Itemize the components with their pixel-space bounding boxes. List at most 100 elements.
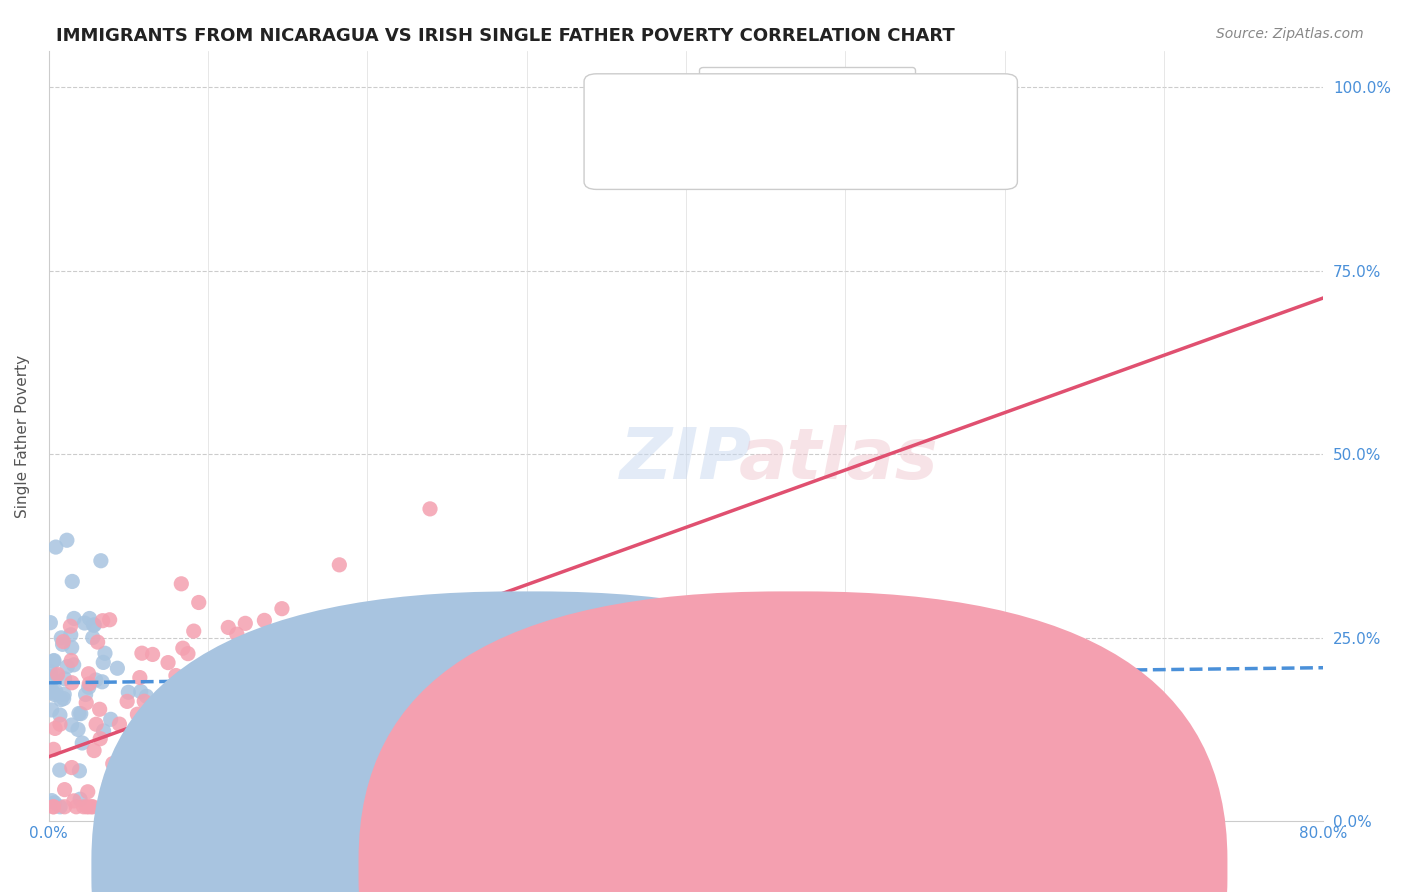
Text: Irish: Irish (827, 859, 860, 874)
Point (271, 601, 294, 615)
Point (160, 783, 183, 797)
Point (45, 684, 67, 698)
Point (62, 657, 84, 672)
Point (225, 627, 247, 641)
Point (101, 756, 124, 771)
Point (98, 777, 121, 791)
Point (165, 668, 187, 682)
Point (77, 680, 100, 694)
Point (60, 640, 83, 655)
Point (104, 799, 127, 814)
Point (128, 671, 150, 685)
Point (142, 708, 165, 723)
Point (90, 554, 112, 568)
Point (91, 656, 114, 670)
Point (177, 647, 200, 661)
Point (42, 654, 65, 668)
Point (406, 597, 429, 611)
Point (41, 684, 63, 698)
Point (352, 612, 374, 626)
Point (52, 634, 75, 648)
Point (83, 618, 105, 632)
Point (307, 616, 329, 631)
Point (82, 799, 104, 814)
Point (285, 690, 308, 705)
Point (89, 731, 111, 746)
Point (150, 717, 173, 731)
Point (80, 799, 103, 814)
Point (142, 759, 165, 773)
Point (44, 722, 66, 736)
Point (53, 782, 76, 797)
Point (86, 635, 108, 649)
Point (49, 692, 72, 706)
Point (76, 799, 98, 814)
Point (280, 759, 302, 773)
Text: IMMIGRANTS FROM NICARAGUA VS IRISH SINGLE FATHER POVERTY CORRELATION CHART: IMMIGRANTS FROM NICARAGUA VS IRISH SINGL… (56, 27, 955, 45)
Point (121, 799, 143, 814)
Point (75, 696, 97, 710)
Point (82, 631, 104, 645)
Point (44, 688, 66, 702)
Point (233, 616, 256, 631)
Point (225, 699, 247, 714)
Point (77, 799, 100, 814)
Point (49, 717, 72, 731)
Point (46, 667, 69, 681)
Point (127, 707, 149, 722)
Point (157, 656, 180, 670)
Point (69, 792, 91, 806)
Point (232, 785, 254, 799)
Point (63, 794, 86, 808)
Point (53, 799, 76, 814)
Point (42, 654, 65, 668)
Point (60, 574, 83, 589)
Point (228, 799, 250, 814)
Point (129, 723, 152, 738)
Point (163, 693, 186, 707)
Point (49, 799, 72, 814)
Point (60, 760, 83, 774)
Point (170, 576, 193, 591)
Point (321, 777, 343, 791)
Point (188, 714, 211, 728)
Point (53, 672, 76, 686)
Point (105, 661, 128, 675)
Text: Immigrants from Nicaragua: Immigrants from Nicaragua (485, 859, 696, 874)
Point (84, 673, 107, 687)
Point (51, 631, 73, 645)
Point (73, 615, 96, 630)
Point (63, 611, 86, 625)
Point (134, 694, 156, 708)
Point (135, 690, 157, 704)
Point (69, 706, 91, 721)
Text: atlas: atlas (740, 425, 939, 493)
Point (60, 718, 83, 732)
Point (91, 614, 114, 628)
Point (153, 795, 176, 809)
Point (165, 701, 187, 715)
Legend: R = 0.123   N = 56, R = 0.713   N = 92: R = 0.123 N = 56, R = 0.713 N = 92 (699, 67, 915, 134)
Point (44, 796, 66, 810)
Point (131, 646, 153, 660)
Point (152, 701, 174, 715)
Point (45, 540, 67, 554)
Point (229, 791, 252, 805)
Point (56, 659, 79, 673)
Point (42, 742, 65, 756)
Point (39, 615, 62, 630)
Point (39, 669, 62, 683)
Point (253, 613, 276, 627)
Point (75, 688, 97, 702)
Point (245, 714, 267, 728)
Point (60, 675, 83, 690)
Point (129, 684, 152, 698)
Point (65, 799, 87, 814)
Text: ZIP: ZIP (620, 425, 752, 493)
Point (94, 646, 117, 660)
Point (124, 799, 146, 814)
Point (70, 736, 93, 750)
Point (79, 611, 101, 625)
Point (117, 799, 139, 814)
Point (172, 641, 194, 656)
